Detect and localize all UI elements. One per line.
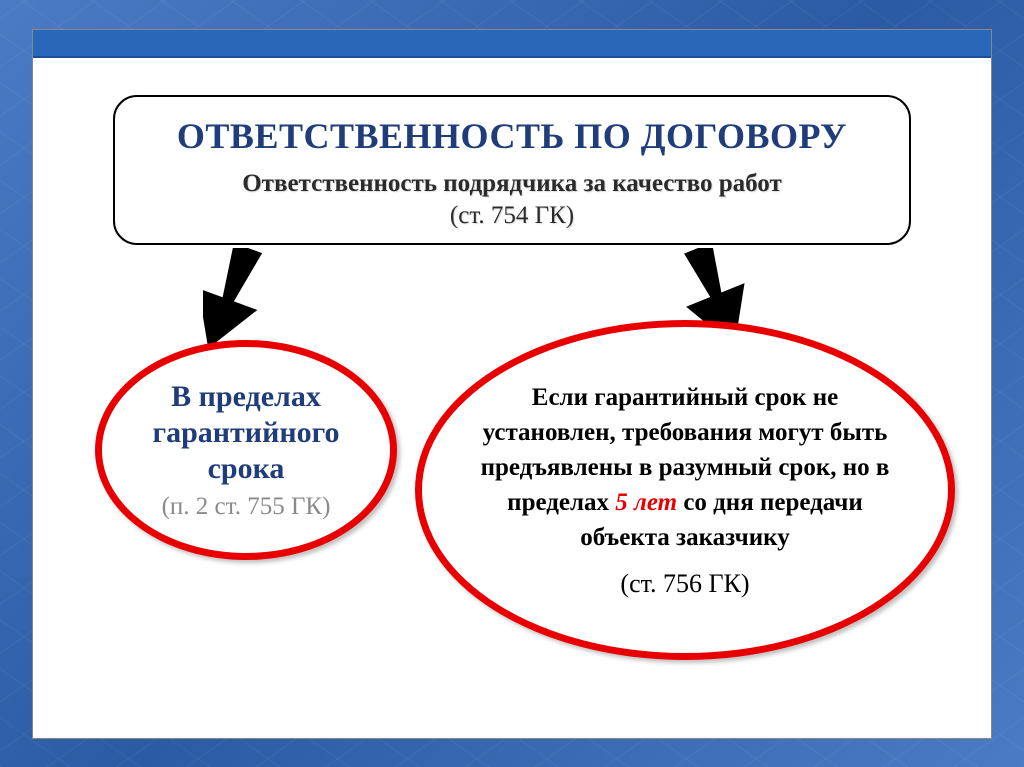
right-ellipse-node: Если гарантийный срок не установлен, тре… [415,320,955,660]
slide-container: ОТВЕТСТВЕННОСТЬ ПО ДОГОВОРУ Ответственно… [32,29,992,739]
left-node-ref-text: (п. 2 ст. 755 ГК) [162,493,331,521]
left-ellipse-node: В пределах гарантийного срока (п. 2 ст. … [95,340,397,560]
header-box: ОТВЕТСТВЕННОСТЬ ПО ДОГОВОРУ Ответственно… [113,95,911,245]
right-node-main-text: Если гарантийный срок не установлен, тре… [478,380,892,555]
top-accent-bar [33,30,991,58]
right-node-ref-text: (ст. 756 ГК) [620,569,749,599]
header-subtitle: Ответственность подрядчика за качество р… [145,168,879,233]
right-node-highlight: 5 лет [615,489,677,516]
header-subtitle-ref: (ст. 754 ГК) [450,202,574,229]
header-subtitle-line1: Ответственность подрядчика за качество р… [242,170,782,197]
header-title: ОТВЕТСТВЕННОСТЬ ПО ДОГОВОРУ [145,115,879,158]
left-node-main-text: В пределах гарантийного срока [130,379,362,487]
